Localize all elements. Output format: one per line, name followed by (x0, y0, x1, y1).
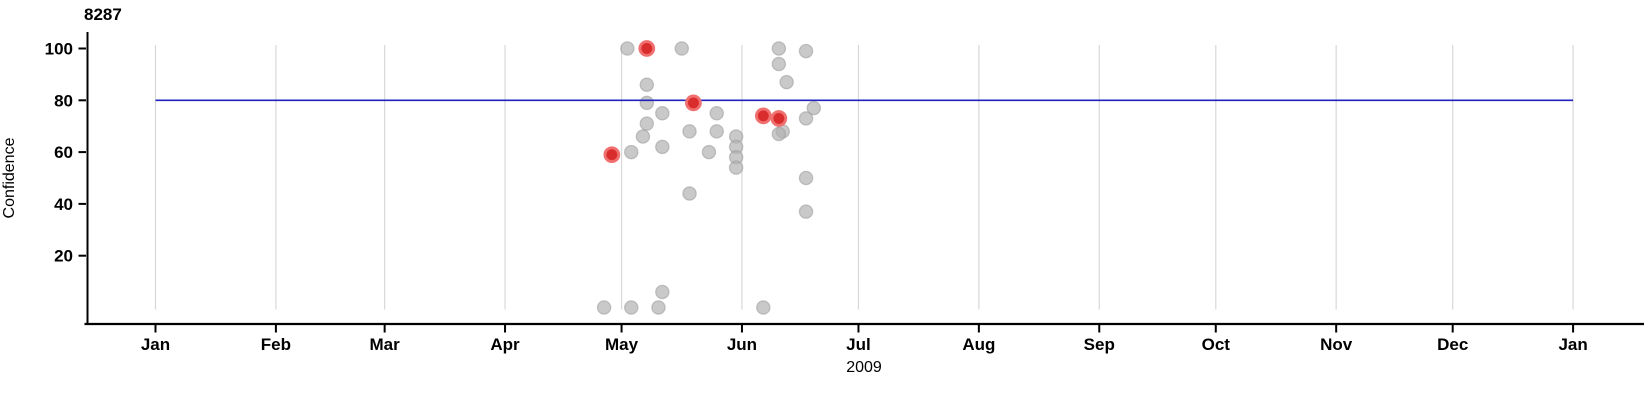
y-axis-label: Confidence (1, 137, 18, 218)
x-axis-ticks: Jan Feb Mar Apr May Jun Jul Aug Sep Oct Nov Dec Jan (141, 325, 1588, 354)
x-tick-label: Jan (1558, 335, 1587, 354)
x-axis-label: 2009 (846, 359, 882, 376)
data-point (798, 204, 814, 219)
data-point (674, 41, 690, 56)
x-tick-label: Dec (1437, 335, 1468, 354)
x-tick-label: Sep (1084, 335, 1115, 354)
data-point (651, 300, 666, 315)
data-point (655, 284, 670, 300)
highlighted-data-point (770, 110, 788, 127)
x-tick-label: Jan (141, 335, 170, 354)
highlighted-data-point (638, 40, 656, 57)
x-tick-label: Oct (1202, 335, 1231, 354)
month-gridlines (154, 45, 1574, 310)
x-tick-label: Jun (727, 335, 757, 354)
y-tick-label: 40 (54, 195, 73, 214)
axes (84, 32, 1644, 326)
data-point (709, 124, 724, 139)
data-point (798, 170, 814, 186)
x-tick-label: Jul (846, 335, 871, 354)
data-point (798, 111, 814, 126)
highlighted-data-point (754, 107, 772, 125)
data-point (771, 126, 787, 142)
x-tick-label: Feb (261, 335, 291, 354)
y-tick-label: 20 (54, 247, 73, 266)
data-point (701, 144, 717, 160)
x-tick-label: Aug (962, 335, 995, 354)
data-point (728, 160, 744, 175)
y-tick-label: 80 (54, 91, 73, 110)
chart-title: 8287 (84, 5, 122, 24)
data-point (709, 106, 724, 121)
data-point (639, 77, 655, 93)
data-point (682, 186, 697, 201)
data-point (620, 41, 635, 56)
data-point (596, 300, 612, 315)
data-point (624, 300, 639, 315)
data-point (639, 116, 655, 131)
y-tick-label: 60 (54, 143, 73, 162)
highlighted-data-point (603, 146, 621, 164)
x-tick-label: Mar (370, 335, 401, 354)
data-point (655, 139, 670, 155)
data-point (798, 43, 814, 59)
data-point (806, 100, 822, 116)
data-point (682, 124, 697, 139)
y-tick-label: 100 (45, 40, 73, 59)
data-point (771, 56, 787, 72)
x-tick-label: May (605, 335, 639, 354)
data-point (655, 106, 670, 121)
highlighted-points (603, 40, 788, 164)
data-point (639, 95, 655, 111)
x-tick-label: Nov (1320, 335, 1353, 354)
data-point (756, 300, 771, 315)
y-axis-ticks: 20 40 60 80 100 (45, 40, 86, 266)
data-point (624, 144, 639, 160)
data-point (635, 129, 651, 144)
data-point (771, 41, 787, 56)
scatter-points (596, 41, 822, 315)
highlighted-data-point (685, 94, 702, 112)
x-tick-label: Apr (490, 335, 520, 354)
data-point (779, 74, 794, 90)
